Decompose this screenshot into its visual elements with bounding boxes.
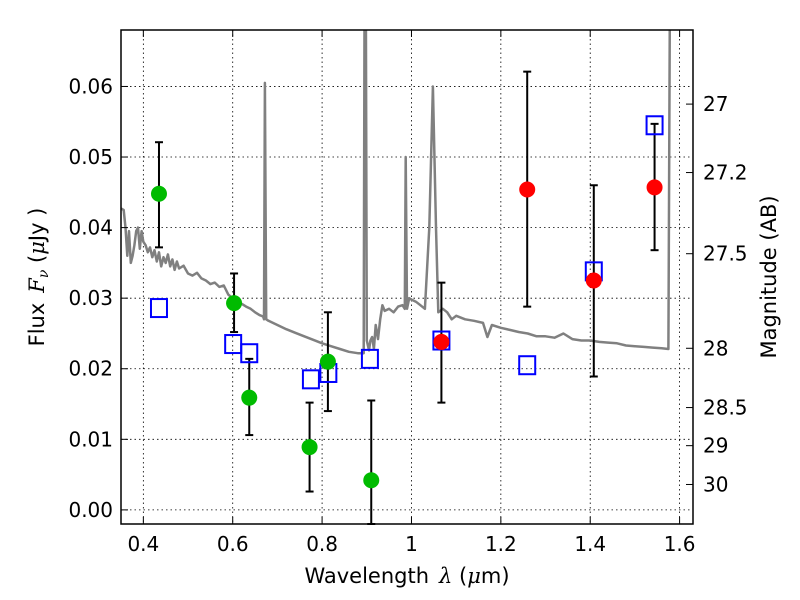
y-tick-label: 0.06 bbox=[68, 74, 113, 98]
x-tick-label: 1.2 bbox=[485, 532, 517, 556]
observed-point-infrared bbox=[519, 181, 536, 198]
y-axis-title-prefix: Flux bbox=[25, 303, 49, 347]
magnitude-tick-label: 27.5 bbox=[703, 242, 748, 266]
y-axis-title: Flux Fν (μJy ) bbox=[25, 208, 52, 347]
y-tick-label: 0.02 bbox=[68, 357, 113, 381]
model-square bbox=[360, 348, 379, 369]
x-tick-label: 1.4 bbox=[574, 532, 606, 556]
observed-point-optical bbox=[319, 353, 336, 370]
y-axis-title-unit-rest: Jy ) bbox=[25, 208, 49, 244]
x-tick-label: 0.6 bbox=[217, 532, 249, 556]
model-square bbox=[518, 355, 537, 376]
y-tick-label: 0.03 bbox=[68, 286, 113, 310]
y-axis-title-symbol: F bbox=[25, 277, 49, 294]
magnitude-tick-label: 27 bbox=[703, 92, 728, 116]
model-square bbox=[301, 369, 320, 390]
x-axis: 0.4 0.6 0.8 1 1.2 1.4 1.6 bbox=[127, 30, 696, 556]
observed-point-optical bbox=[226, 295, 243, 312]
observed-point-infrared bbox=[646, 179, 663, 196]
magnitude-tick-label: 28 bbox=[703, 336, 728, 360]
observed-photometry bbox=[150, 179, 663, 489]
y-tick-label: 0.01 bbox=[68, 427, 113, 451]
y-tick-label: 0.00 bbox=[68, 498, 113, 522]
magnitude-tick-label: 29 bbox=[703, 434, 728, 458]
x-tick-label: 1.6 bbox=[664, 532, 696, 556]
plot-frame bbox=[120, 29, 694, 525]
x-tick-label: 1 bbox=[405, 532, 418, 556]
template-spectrum-line bbox=[121, 30, 671, 355]
x-tick-label: 0.8 bbox=[306, 532, 338, 556]
magnitude-tick-label: 30 bbox=[703, 472, 728, 496]
magnitude-axis: 27 27.2 27.5 28 28.5 29 30 bbox=[686, 92, 748, 496]
grid bbox=[121, 30, 693, 524]
x-axis-title-unit-open: ( bbox=[452, 564, 467, 588]
magnitude-tick-label: 28.5 bbox=[703, 396, 748, 420]
x-axis-title-unit-mu: μ bbox=[467, 564, 481, 588]
y-tick-label: 0.04 bbox=[68, 216, 113, 240]
x-axis-title: Wavelength λ (μm) bbox=[304, 564, 509, 588]
template-spectrum bbox=[121, 30, 671, 355]
x-axis-title-prefix: Wavelength bbox=[304, 564, 429, 588]
observed-point-optical bbox=[150, 185, 167, 202]
model-square bbox=[149, 298, 168, 319]
y-axis-title-unit-open: ( bbox=[25, 255, 49, 270]
magnitude-tick-label: 27.2 bbox=[703, 161, 748, 185]
y-axis-title-unit-mu: μ bbox=[25, 241, 49, 255]
observed-point-infrared bbox=[433, 333, 450, 350]
y-axis-title-subscript: ν bbox=[36, 269, 52, 278]
x-tick-label: 0.4 bbox=[127, 532, 159, 556]
observed-point-infrared bbox=[585, 272, 602, 289]
observed-point-optical bbox=[241, 389, 258, 406]
observed-point-optical bbox=[363, 472, 380, 489]
model-square bbox=[645, 115, 664, 136]
y-axis: 0.00 0.01 0.02 0.03 0.04 0.05 0.06 bbox=[68, 74, 128, 522]
model-square bbox=[240, 343, 259, 364]
observed-point-optical bbox=[301, 439, 318, 456]
x-axis-title-unit-rest: m) bbox=[481, 564, 510, 588]
x-axis-title-symbol: λ bbox=[438, 564, 452, 588]
magnitude-axis-title: Magnitude (AB) bbox=[757, 195, 781, 358]
y-tick-label: 0.05 bbox=[68, 145, 113, 169]
